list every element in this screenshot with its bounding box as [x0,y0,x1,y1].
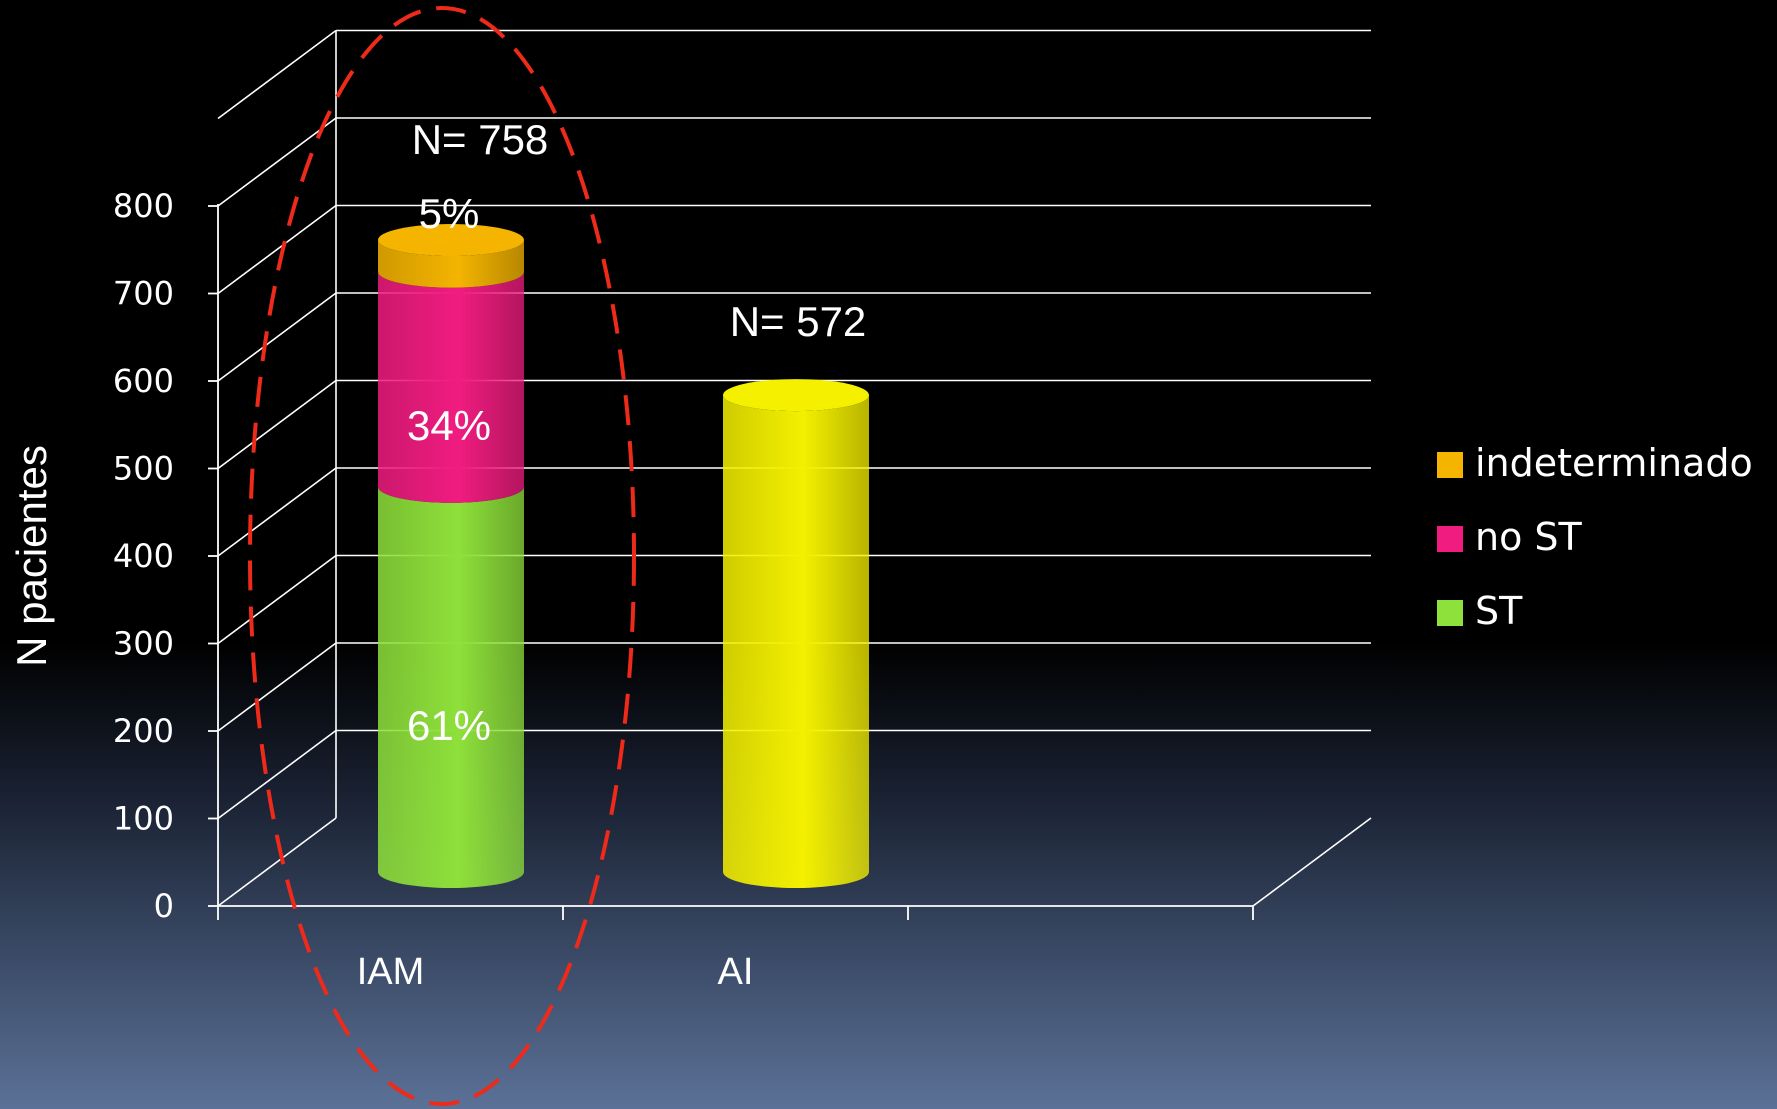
y-tick-label: 500 [113,450,174,488]
y-tick-label: 800 [113,187,174,225]
bar-cap [378,224,524,257]
y-tick-label: 700 [113,275,174,313]
gridline-side [217,642,337,732]
gridline-side [217,379,337,470]
gridline-side [217,29,337,120]
bar-segment [378,240,524,288]
x-tick-label: IAM [357,951,425,993]
gridline-side [217,554,337,645]
bar-segment [723,395,869,888]
legend-swatch [1437,526,1463,552]
gridline-side [217,467,337,557]
gridline-side [217,117,337,207]
legend-swatch [1437,600,1463,626]
data-label: 5% [419,190,480,237]
gridline-side [217,204,337,295]
legend-label: no ST [1475,515,1583,559]
total-label: N= 758 [412,116,549,163]
gridline-side [217,729,337,820]
bar-cap [723,379,869,412]
highlight-ellipse [248,6,636,1106]
y-axis-label: N pacientes [8,445,55,667]
y-tick-label: 400 [113,537,174,575]
y-tick-label: 100 [113,800,174,838]
y-tick-label: 200 [113,712,174,750]
gridline-side [217,292,337,382]
total-label: N= 572 [730,298,867,345]
y-tick-label: 600 [113,362,174,400]
floor-side-edge [217,817,337,907]
bar-segment [378,271,524,503]
y-tick-label: 0 [154,887,174,925]
legend-label: ST [1475,589,1523,633]
legend-swatch [1437,452,1463,478]
y-tick-label: 300 [113,625,174,663]
x-tick-label: AI [718,951,754,993]
bar-segment [378,486,524,888]
data-label: 61% [407,702,491,749]
data-label: 34% [407,402,491,449]
legend-label: indeterminado [1475,441,1753,485]
floor-right-edge [1252,817,1372,907]
